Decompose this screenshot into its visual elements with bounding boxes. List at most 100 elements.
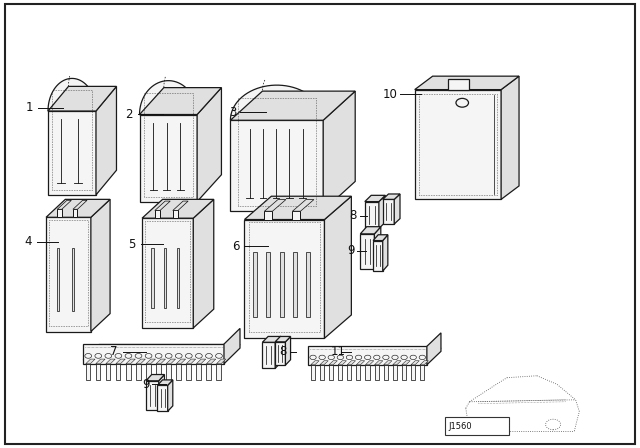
Polygon shape xyxy=(86,359,95,364)
Polygon shape xyxy=(324,196,351,338)
Polygon shape xyxy=(186,364,191,380)
Polygon shape xyxy=(146,359,156,364)
Polygon shape xyxy=(73,209,77,217)
Text: 10: 10 xyxy=(383,87,397,101)
Polygon shape xyxy=(230,85,323,120)
Polygon shape xyxy=(230,120,323,211)
Polygon shape xyxy=(146,364,150,380)
Polygon shape xyxy=(347,365,351,380)
Polygon shape xyxy=(244,220,324,338)
Polygon shape xyxy=(374,227,381,269)
Polygon shape xyxy=(393,365,397,380)
Polygon shape xyxy=(166,364,171,380)
Polygon shape xyxy=(320,365,324,380)
Polygon shape xyxy=(307,252,310,317)
Polygon shape xyxy=(224,328,240,364)
Polygon shape xyxy=(383,361,392,365)
Polygon shape xyxy=(338,361,346,365)
Text: 8: 8 xyxy=(279,345,287,358)
Polygon shape xyxy=(58,200,72,209)
Polygon shape xyxy=(329,365,333,380)
Polygon shape xyxy=(173,211,178,218)
Polygon shape xyxy=(373,241,383,271)
Polygon shape xyxy=(420,361,428,365)
Polygon shape xyxy=(285,336,291,365)
Polygon shape xyxy=(126,359,135,364)
Polygon shape xyxy=(262,342,275,368)
Text: 9: 9 xyxy=(348,244,355,258)
Polygon shape xyxy=(411,365,415,380)
Polygon shape xyxy=(365,361,374,365)
Polygon shape xyxy=(360,227,381,234)
Polygon shape xyxy=(338,365,342,380)
Polygon shape xyxy=(140,88,221,115)
Polygon shape xyxy=(393,361,401,365)
Polygon shape xyxy=(230,91,355,120)
Polygon shape xyxy=(216,359,226,364)
Polygon shape xyxy=(140,81,197,115)
Polygon shape xyxy=(126,364,131,380)
Polygon shape xyxy=(311,361,319,365)
Polygon shape xyxy=(447,79,469,90)
Text: 4: 4 xyxy=(24,235,32,249)
Polygon shape xyxy=(383,194,400,199)
Polygon shape xyxy=(275,336,291,342)
Polygon shape xyxy=(57,248,59,311)
Polygon shape xyxy=(176,359,186,364)
Polygon shape xyxy=(176,364,181,380)
Polygon shape xyxy=(320,361,328,365)
Polygon shape xyxy=(168,380,173,411)
Polygon shape xyxy=(48,86,116,111)
Polygon shape xyxy=(308,348,441,362)
Polygon shape xyxy=(365,195,385,202)
Polygon shape xyxy=(164,248,166,308)
Polygon shape xyxy=(293,252,297,317)
Polygon shape xyxy=(177,248,179,308)
Text: 6: 6 xyxy=(232,240,239,253)
Polygon shape xyxy=(96,86,116,195)
Polygon shape xyxy=(106,359,115,364)
Polygon shape xyxy=(48,111,96,195)
Polygon shape xyxy=(415,90,501,199)
Polygon shape xyxy=(356,365,360,380)
Polygon shape xyxy=(266,252,271,317)
Polygon shape xyxy=(146,375,164,381)
Text: 1: 1 xyxy=(26,101,33,114)
Polygon shape xyxy=(216,364,221,380)
Polygon shape xyxy=(159,375,164,410)
Polygon shape xyxy=(197,88,221,202)
Polygon shape xyxy=(415,76,519,90)
Polygon shape xyxy=(402,361,410,365)
Polygon shape xyxy=(356,361,365,365)
Polygon shape xyxy=(156,359,166,364)
Polygon shape xyxy=(264,211,273,220)
Polygon shape xyxy=(136,364,141,380)
Polygon shape xyxy=(193,199,214,328)
Polygon shape xyxy=(365,365,369,380)
Polygon shape xyxy=(146,381,159,410)
Polygon shape xyxy=(275,342,285,365)
Polygon shape xyxy=(116,359,125,364)
Polygon shape xyxy=(501,76,519,199)
Polygon shape xyxy=(157,385,168,411)
Polygon shape xyxy=(91,199,110,332)
Polygon shape xyxy=(411,361,419,365)
Polygon shape xyxy=(186,359,196,364)
Polygon shape xyxy=(166,359,175,364)
Polygon shape xyxy=(142,218,193,328)
Text: 9: 9 xyxy=(142,378,150,391)
FancyBboxPatch shape xyxy=(445,417,509,435)
Polygon shape xyxy=(157,380,173,385)
Polygon shape xyxy=(308,346,427,365)
Polygon shape xyxy=(329,361,337,365)
Polygon shape xyxy=(374,365,379,380)
Polygon shape xyxy=(402,365,406,380)
Polygon shape xyxy=(155,211,160,218)
Polygon shape xyxy=(394,194,400,224)
Polygon shape xyxy=(383,235,388,271)
Text: 3: 3 xyxy=(229,105,237,119)
Text: J1560: J1560 xyxy=(448,422,472,431)
Polygon shape xyxy=(142,199,214,218)
Polygon shape xyxy=(83,344,224,364)
Polygon shape xyxy=(374,361,383,365)
